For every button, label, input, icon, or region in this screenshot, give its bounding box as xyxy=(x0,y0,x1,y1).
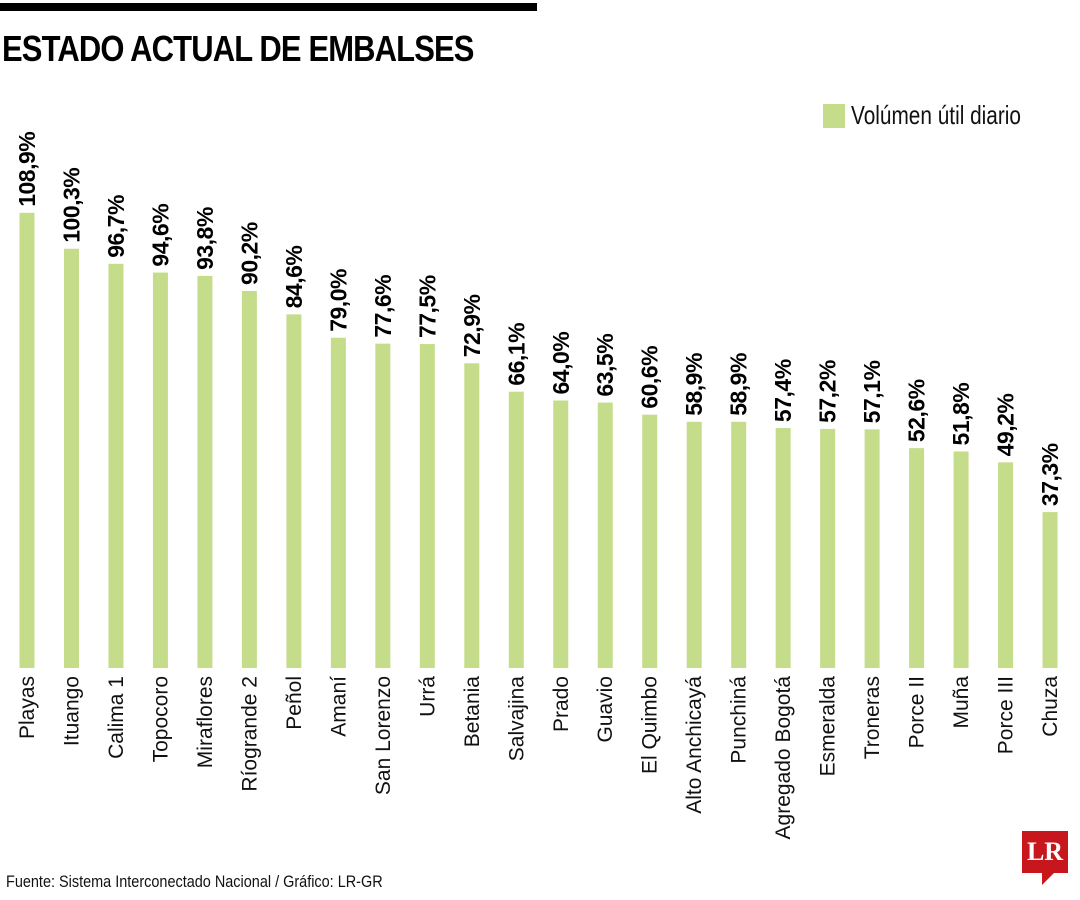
value-label: 90,2% xyxy=(236,222,262,285)
bar-ríogrande-2 xyxy=(241,290,257,668)
bar-urrá xyxy=(419,344,435,668)
value-label: 57,4% xyxy=(770,359,796,422)
legend: Volúmen útil diario xyxy=(823,100,1063,131)
value-label: 58,9% xyxy=(681,353,707,416)
category-label: San Lorenzo xyxy=(372,676,395,795)
value-label: 49,2% xyxy=(993,394,1019,457)
bar-peñol xyxy=(286,314,302,668)
bar-san-lorenzo xyxy=(375,343,391,668)
category-label: Ituango xyxy=(60,676,83,746)
category-label: Muña xyxy=(950,676,973,729)
category-label: Amaní xyxy=(327,676,350,737)
bar-calima-1 xyxy=(108,263,124,668)
category-label: Betania xyxy=(461,676,484,748)
value-label: 93,8% xyxy=(192,207,218,270)
category-label: Topocoro xyxy=(149,676,172,762)
top-rule xyxy=(0,3,537,11)
bar-esmeralda xyxy=(820,428,836,668)
chart-title: ESTADO ACTUAL DE EMBALSES xyxy=(2,28,474,69)
category-label: Salvajina xyxy=(505,676,528,762)
category-label: El Quimbo xyxy=(639,676,662,774)
bar-guavio xyxy=(597,402,613,668)
category-label: Esmeralda xyxy=(817,676,840,777)
bar-salvajina xyxy=(508,391,524,668)
bar-punchiná xyxy=(731,421,747,668)
value-label: 66,1% xyxy=(503,323,529,386)
category-label: Peñol xyxy=(283,676,306,730)
category-label: Calima 1 xyxy=(105,676,128,759)
bar-chuza xyxy=(1042,512,1058,668)
category-label: Guavio xyxy=(594,676,617,743)
bar-prado xyxy=(553,400,569,668)
value-label: 64,0% xyxy=(548,332,574,395)
bar-miraflores xyxy=(197,275,213,668)
category-label: Agregado Bogotá xyxy=(772,676,795,840)
value-label: 72,9% xyxy=(459,295,485,358)
value-label: 63,5% xyxy=(592,334,618,397)
category-label: Playas xyxy=(16,676,39,739)
bar-el-quimbo xyxy=(642,414,658,668)
category-label: Alto Anchicayá xyxy=(683,676,706,814)
value-label: 37,3% xyxy=(1037,443,1063,506)
category-label: Troneras xyxy=(861,676,884,759)
category-label: Miraflores xyxy=(194,676,217,768)
category-label: Porce II xyxy=(906,676,929,748)
bar-amaní xyxy=(330,337,346,668)
bar-betania xyxy=(464,363,480,668)
value-label: 79,0% xyxy=(325,269,351,332)
legend-label: Volúmen útil diario xyxy=(851,100,1021,130)
bar-porce-iii xyxy=(998,462,1014,668)
value-label: 77,5% xyxy=(414,275,440,338)
bar-playas xyxy=(19,212,35,668)
bar-troneras xyxy=(864,429,880,668)
bar-alto-anchicayá xyxy=(686,421,702,668)
legend-swatch xyxy=(823,103,845,128)
value-label: 51,8% xyxy=(948,383,974,446)
value-label: 52,6% xyxy=(904,379,930,442)
bar-muña xyxy=(953,451,969,668)
bar-agregado-bogotá xyxy=(775,428,791,668)
value-label: 60,6% xyxy=(637,346,663,409)
value-label: 84,6% xyxy=(281,246,307,309)
category-label: Punchiná xyxy=(728,676,751,764)
value-label: 96,7% xyxy=(103,195,129,258)
value-label: 108,9% xyxy=(14,132,40,207)
value-label: 57,2% xyxy=(815,360,841,423)
bar-porce-ii xyxy=(909,448,925,668)
value-label: 94,6% xyxy=(147,204,173,267)
category-label: Porce III xyxy=(995,676,1018,754)
value-label: 58,9% xyxy=(726,353,752,416)
value-label: 100,3% xyxy=(58,168,84,243)
value-label: 57,1% xyxy=(859,361,885,424)
bar-ituango xyxy=(63,248,79,668)
category-label: Ríogrande 2 xyxy=(238,676,261,792)
category-label: Prado xyxy=(550,676,573,732)
category-label: Chuza xyxy=(1039,676,1062,737)
category-label: Urrá xyxy=(416,676,439,717)
value-label: 77,6% xyxy=(370,275,396,338)
source-note: Fuente: Sistema Interconectado Nacional … xyxy=(6,872,383,891)
bar-topocoro xyxy=(152,272,168,668)
lr-logo: LR xyxy=(1022,831,1068,885)
